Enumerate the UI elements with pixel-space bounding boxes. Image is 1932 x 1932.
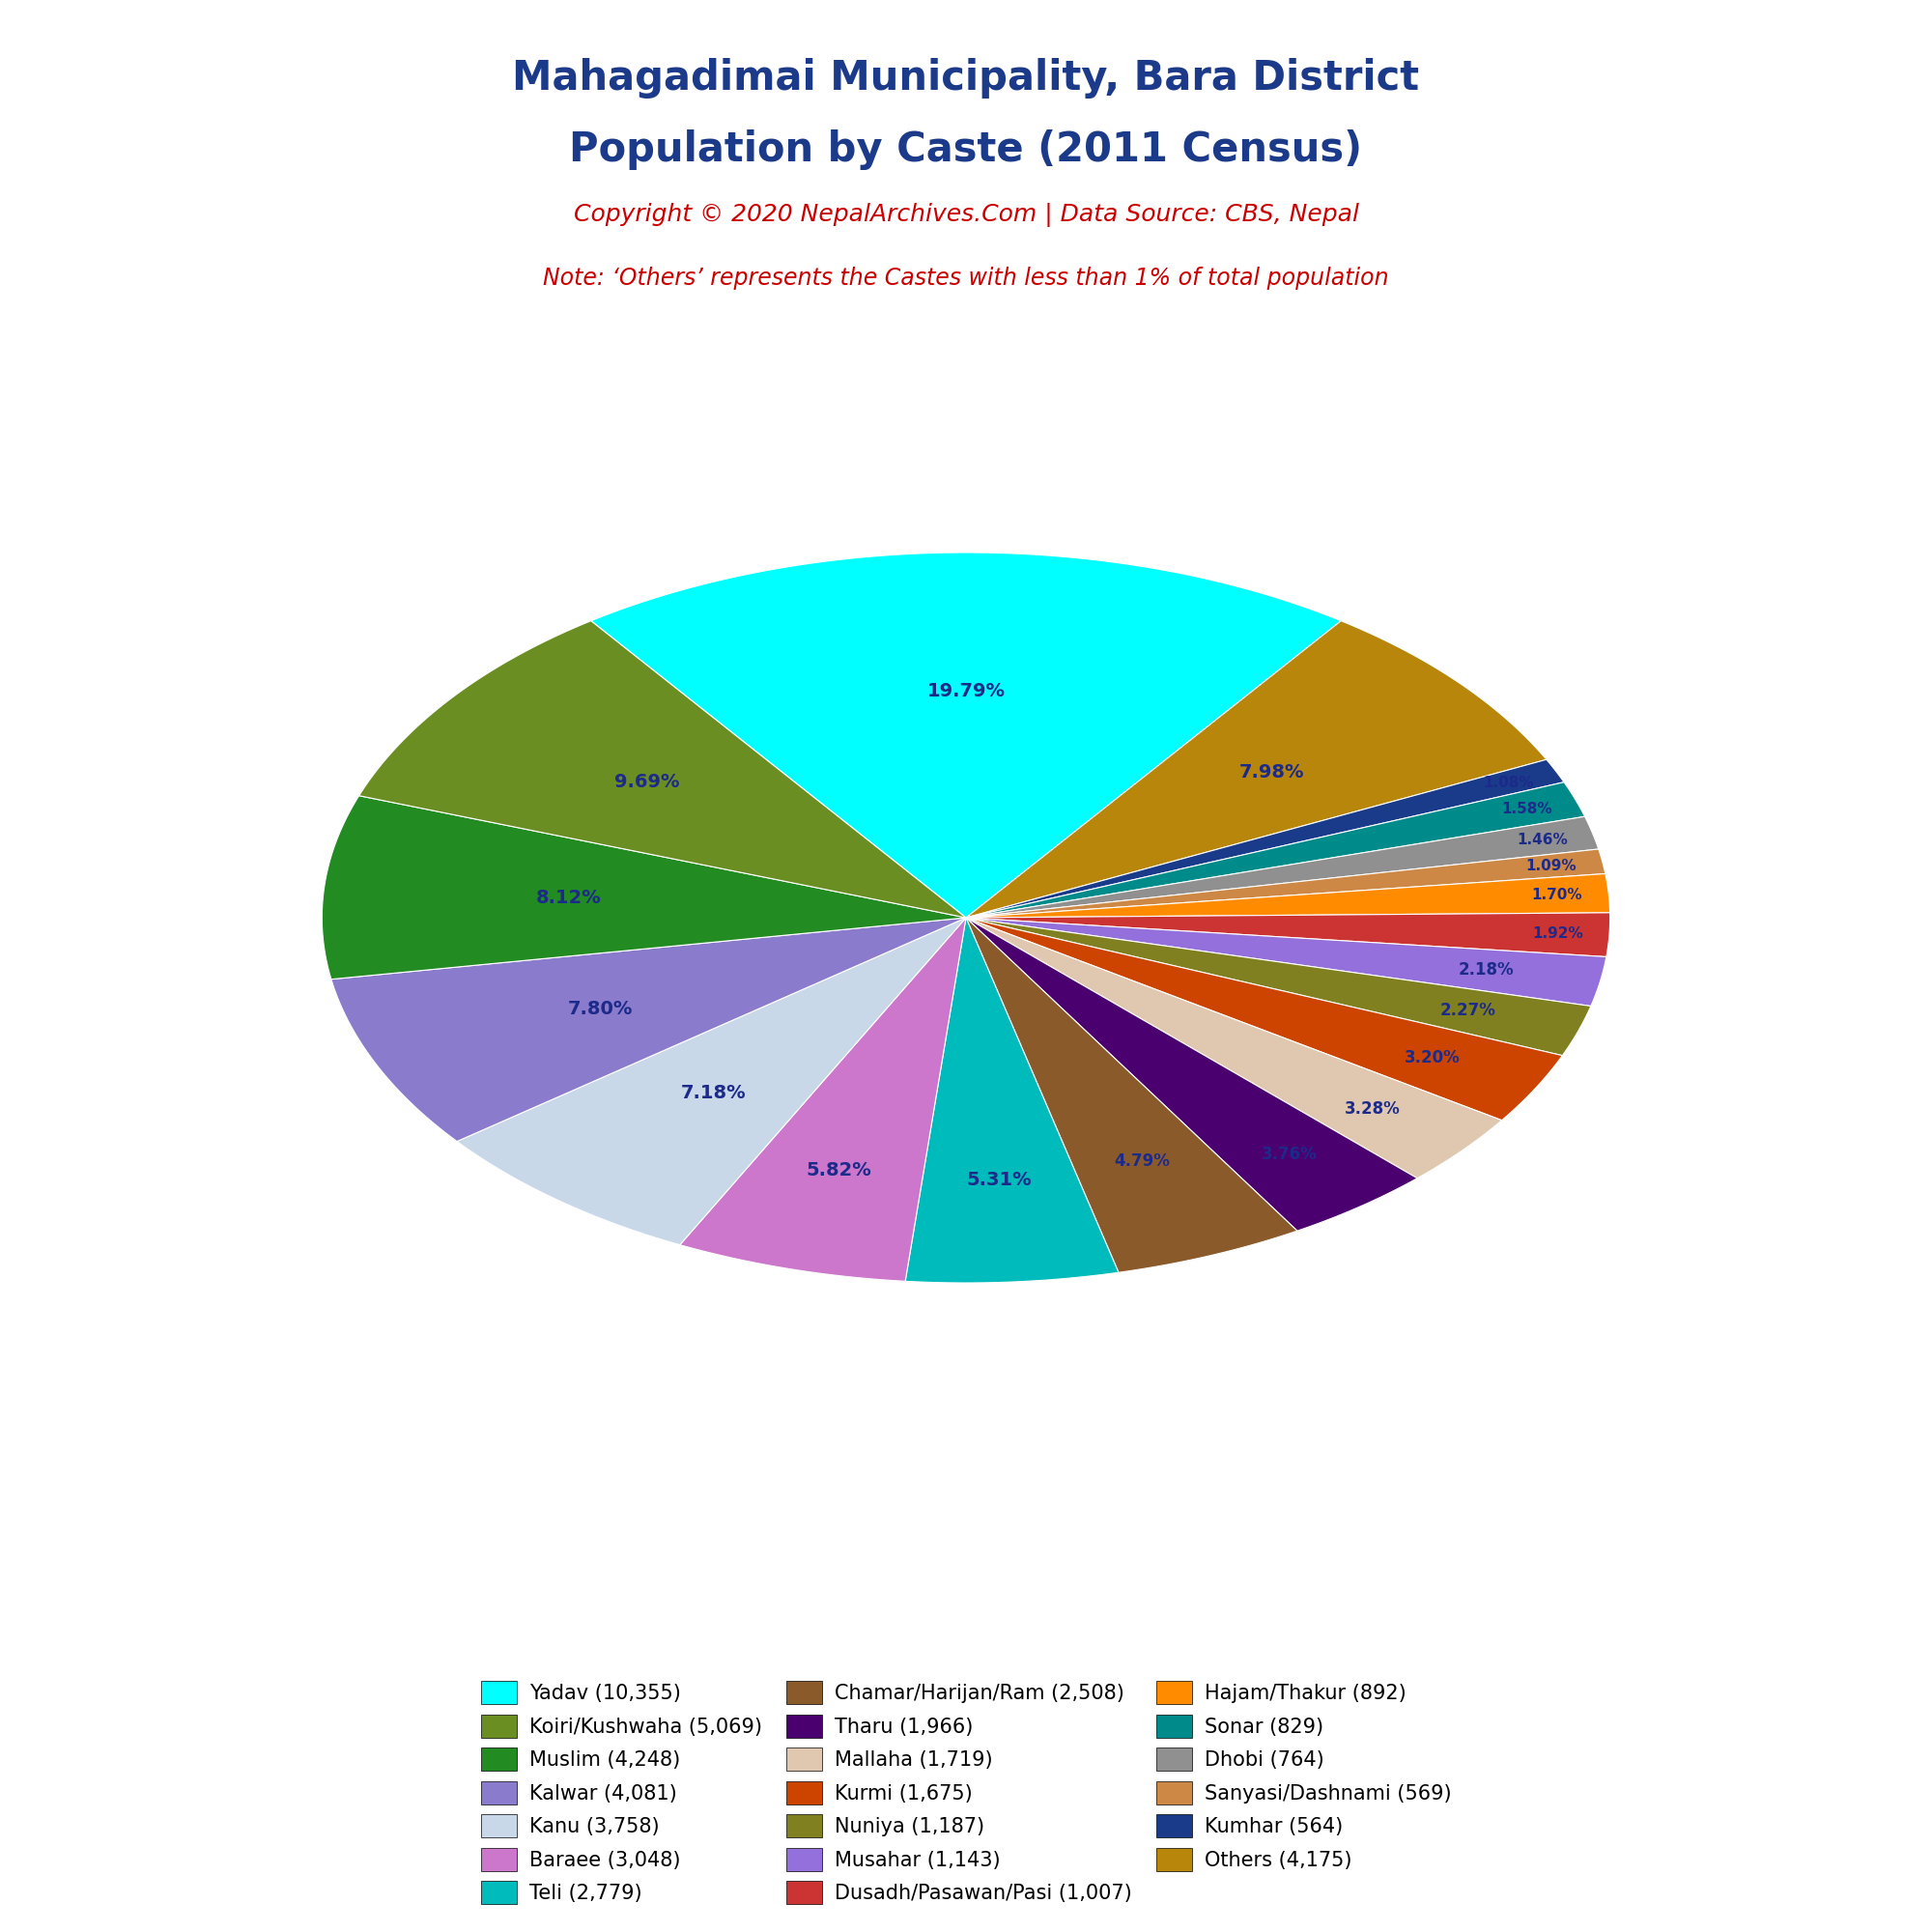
Polygon shape	[966, 918, 1563, 1121]
Polygon shape	[680, 918, 966, 1281]
Text: 1.70%: 1.70%	[1532, 889, 1582, 902]
Text: 2.27%: 2.27%	[1439, 1003, 1495, 1020]
Polygon shape	[966, 918, 1296, 1273]
Text: 1.46%: 1.46%	[1517, 833, 1567, 846]
Polygon shape	[966, 918, 1590, 1055]
Polygon shape	[966, 918, 1501, 1179]
Legend: Yadav (10,355), Koiri/Kushwaha (5,069), Muslim (4,248), Kalwar (4,081), Kanu (3,: Yadav (10,355), Koiri/Kushwaha (5,069), …	[473, 1673, 1459, 1913]
Polygon shape	[966, 912, 1609, 956]
Text: Note: ‘Others’ represents the Castes with less than 1% of total population: Note: ‘Others’ represents the Castes wit…	[543, 267, 1389, 290]
Text: 7.18%: 7.18%	[680, 1084, 746, 1101]
Polygon shape	[966, 782, 1584, 918]
Polygon shape	[323, 796, 966, 980]
Text: 3.28%: 3.28%	[1345, 1099, 1401, 1117]
Text: 4.79%: 4.79%	[1115, 1151, 1171, 1169]
Text: Population by Caste (2011 Census): Population by Caste (2011 Census)	[570, 129, 1362, 170]
Polygon shape	[966, 848, 1605, 918]
Polygon shape	[359, 620, 966, 918]
Polygon shape	[966, 918, 1605, 1007]
Polygon shape	[966, 817, 1598, 918]
Text: Copyright © 2020 NepalArchives.Com | Data Source: CBS, Nepal: Copyright © 2020 NepalArchives.Com | Dat…	[574, 203, 1358, 226]
Text: 9.69%: 9.69%	[614, 773, 680, 790]
Text: 3.20%: 3.20%	[1405, 1049, 1461, 1066]
Text: 1.08%: 1.08%	[1484, 775, 1534, 790]
Polygon shape	[906, 918, 1119, 1283]
Text: 1.09%: 1.09%	[1526, 858, 1577, 873]
Polygon shape	[966, 620, 1546, 918]
Polygon shape	[966, 918, 1418, 1231]
Text: 5.82%: 5.82%	[806, 1161, 871, 1180]
Text: 7.98%: 7.98%	[1238, 763, 1304, 781]
Text: 3.76%: 3.76%	[1262, 1146, 1318, 1163]
Text: 1.92%: 1.92%	[1532, 925, 1584, 941]
Text: 7.80%: 7.80%	[568, 999, 634, 1018]
Text: 19.79%: 19.79%	[927, 682, 1005, 701]
Text: 5.31%: 5.31%	[966, 1171, 1032, 1188]
Text: Mahagadimai Municipality, Bara District: Mahagadimai Municipality, Bara District	[512, 58, 1420, 99]
Polygon shape	[966, 759, 1565, 918]
Polygon shape	[591, 553, 1341, 918]
Text: 2.18%: 2.18%	[1459, 962, 1515, 980]
Polygon shape	[330, 918, 966, 1142]
Polygon shape	[966, 873, 1609, 918]
Polygon shape	[458, 918, 966, 1244]
Text: 1.58%: 1.58%	[1501, 802, 1551, 815]
Text: 8.12%: 8.12%	[535, 889, 601, 908]
